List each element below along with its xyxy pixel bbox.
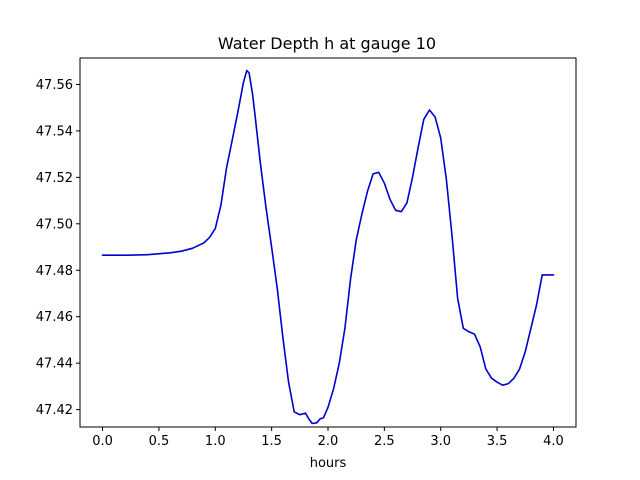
y-tick-label: 47.50: [36, 217, 73, 232]
chart-title: Water Depth h at gauge 10: [218, 34, 436, 53]
y-tick-label: 47.46: [36, 310, 73, 325]
x-axis: 0.0 0.5 1.0 1.5 2.0 2.5 3.0 3.5 4.0: [92, 427, 564, 449]
x-tick-label: 4.0: [543, 434, 564, 449]
series-line-water-depth: [101, 69, 555, 425]
x-tick-label: 2.0: [318, 434, 339, 449]
x-tick-label: 0.0: [92, 434, 113, 449]
x-tick-label: 0.5: [149, 434, 170, 449]
x-tick-label: 2.5: [374, 434, 395, 449]
y-axis: 47.42 47.44 47.46 47.48 47.50 47.52 47.54 47.56: [36, 78, 80, 418]
x-tick-label: 1.0: [205, 434, 226, 449]
x-tick-label: 1.5: [261, 434, 282, 449]
y-tick-label: 47.48: [36, 264, 73, 279]
y-tick-label: 47.54: [36, 124, 73, 139]
y-tick-label: 47.42: [36, 403, 73, 418]
x-axis-label: hours: [310, 456, 347, 471]
x-tick-label: 3.0: [430, 434, 451, 449]
plot-area: [79, 57, 577, 428]
x-tick-label: 3.5: [487, 434, 508, 449]
y-tick-label: 47.56: [36, 78, 73, 93]
y-tick-label: 47.52: [36, 171, 73, 186]
y-tick-label: 47.44: [36, 357, 73, 372]
